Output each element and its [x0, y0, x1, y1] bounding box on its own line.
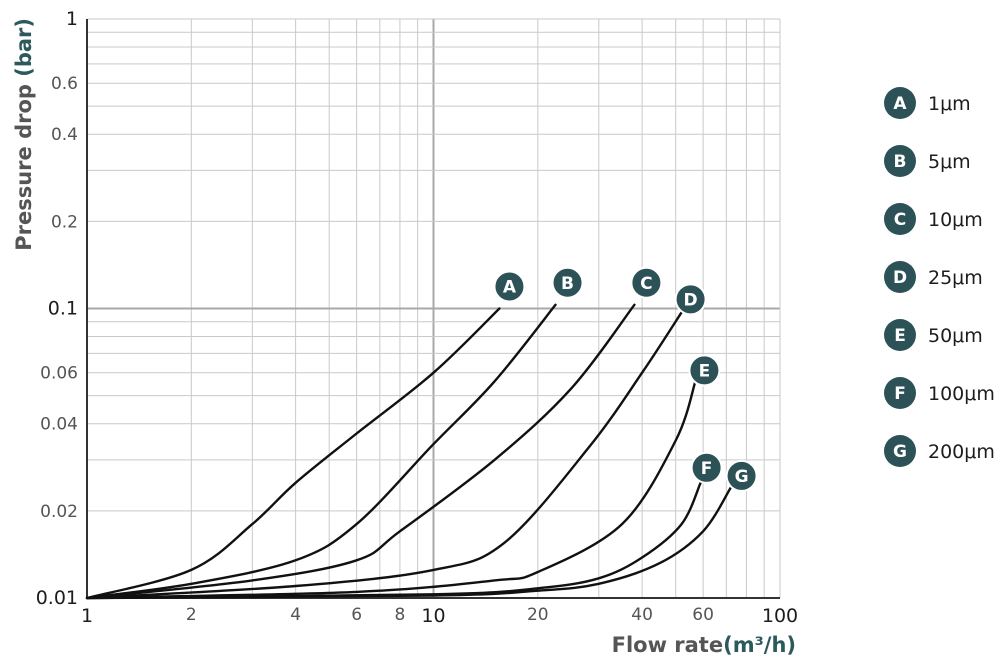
legend-item-b: B 5μm	[884, 145, 971, 177]
x-tick-label: 6	[351, 605, 362, 625]
curve-badge-letter: F	[701, 459, 713, 479]
y-tick-label: 0.6	[51, 74, 78, 94]
legend-label: 1μm	[928, 93, 971, 115]
legend-item-a: A 1μm	[884, 87, 971, 119]
legend-badge-letter: E	[894, 326, 906, 346]
y-tick-label: 0.1	[48, 298, 78, 320]
y-tick-label: 1	[66, 8, 78, 30]
x-tick-label: 8	[395, 605, 406, 625]
curve-badge-b: B	[551, 266, 584, 299]
curve-badge-letter: C	[640, 274, 652, 294]
x-axis-unit: (m³/h)	[723, 633, 796, 657]
curve-badge-a: A	[493, 270, 526, 303]
legend-badge-circle	[884, 145, 916, 177]
legend-item-e: E 50μm	[884, 319, 983, 351]
legend-badge-letter: F	[894, 384, 906, 404]
curve-c	[85, 303, 636, 600]
legend-badge-circle	[884, 87, 916, 119]
y-axis-title: Pressure drop (bar)	[12, 18, 36, 251]
curve-badge-circle	[551, 266, 584, 299]
x-tick-label: 40	[631, 605, 653, 625]
legend-badge-circle	[884, 319, 916, 351]
curve-badge-letter: D	[684, 290, 698, 310]
legend-label: 5μm	[928, 151, 971, 173]
y-tick-label: 0.04	[40, 415, 78, 435]
curve-a	[85, 307, 501, 600]
y-axis-title-text: Pressure drop	[12, 77, 36, 251]
curve-g	[85, 486, 732, 600]
legend: A 1μm B 5μm C 10μm D 25μm E 50μm F 100μm G 200μm	[884, 87, 995, 467]
legend-label: 100μm	[928, 383, 995, 405]
curve-badge-d: D	[674, 283, 707, 316]
curve-badge-circle	[725, 459, 758, 492]
curve-badge-circle	[493, 270, 526, 303]
legend-item-c: C 10μm	[884, 203, 983, 235]
y-tick-label: 0.02	[40, 502, 78, 522]
curve-badge-g: G	[725, 459, 758, 492]
curve-badge-letter: E	[699, 361, 711, 381]
curve-badge-letter: B	[561, 274, 574, 294]
curve-badge-circle	[688, 354, 721, 387]
x-tick-label: 10	[421, 605, 445, 627]
legend-label: 25μm	[928, 267, 983, 289]
legend-badge-letter: G	[893, 442, 907, 462]
legend-label: 10μm	[928, 209, 983, 231]
legend-badge-circle	[884, 261, 916, 293]
x-tick-label: 4	[290, 605, 301, 625]
curve-badges: A B C D E F G	[493, 266, 758, 492]
x-tick-label: 100	[762, 605, 798, 627]
curve-b	[85, 303, 557, 600]
x-tick-label: 60	[692, 605, 714, 625]
y-tick-label: 0.06	[40, 364, 78, 384]
x-tick-label: 2	[186, 605, 197, 625]
legend-badge-letter: C	[894, 210, 906, 230]
legend-item-g: G 200μm	[884, 435, 995, 467]
legend-badge-circle	[884, 435, 916, 467]
legend-badge-letter: D	[893, 268, 907, 288]
legend-label: 50μm	[928, 325, 983, 347]
legend-badge-circle	[884, 203, 916, 235]
legend-badge-letter: B	[894, 152, 907, 172]
y-axis-unit: (bar)	[12, 18, 36, 77]
curve-e	[85, 380, 697, 600]
curve-badge-f: F	[690, 451, 723, 484]
curve-badge-c: C	[630, 266, 663, 299]
legend-label: 200μm	[928, 441, 995, 463]
x-axis-title: Flow rate(m³/h)	[612, 633, 796, 657]
legend-badge-circle	[884, 377, 916, 409]
y-tick-label: 0.4	[51, 125, 78, 145]
y-tick-label: 0.01	[36, 587, 78, 609]
curve-badge-letter: A	[503, 278, 517, 298]
legend-badge-letter: A	[893, 94, 907, 114]
curve-d	[85, 311, 683, 600]
curve-badge-e: E	[688, 354, 721, 387]
grid	[87, 18, 781, 598]
x-tick-label: 20	[527, 605, 549, 625]
curve-badge-circle	[674, 283, 707, 316]
curve-badge-circle	[630, 266, 663, 299]
curves	[85, 303, 732, 600]
curve-badge-circle	[690, 451, 723, 484]
tick-labels: 1 2 4 6 8 10 20 40 60 100 1 0.6 0.4 0.2 0.1 0.06 0.04 0.0…	[36, 8, 798, 627]
legend-item-d: D 25μm	[884, 261, 983, 293]
legend-item-f: F 100μm	[884, 377, 995, 409]
y-tick-label: 0.2	[51, 212, 78, 232]
x-tick-label: 1	[81, 605, 93, 627]
curve-badge-letter: G	[735, 467, 749, 487]
x-axis-title-text: Flow rate	[612, 633, 724, 657]
